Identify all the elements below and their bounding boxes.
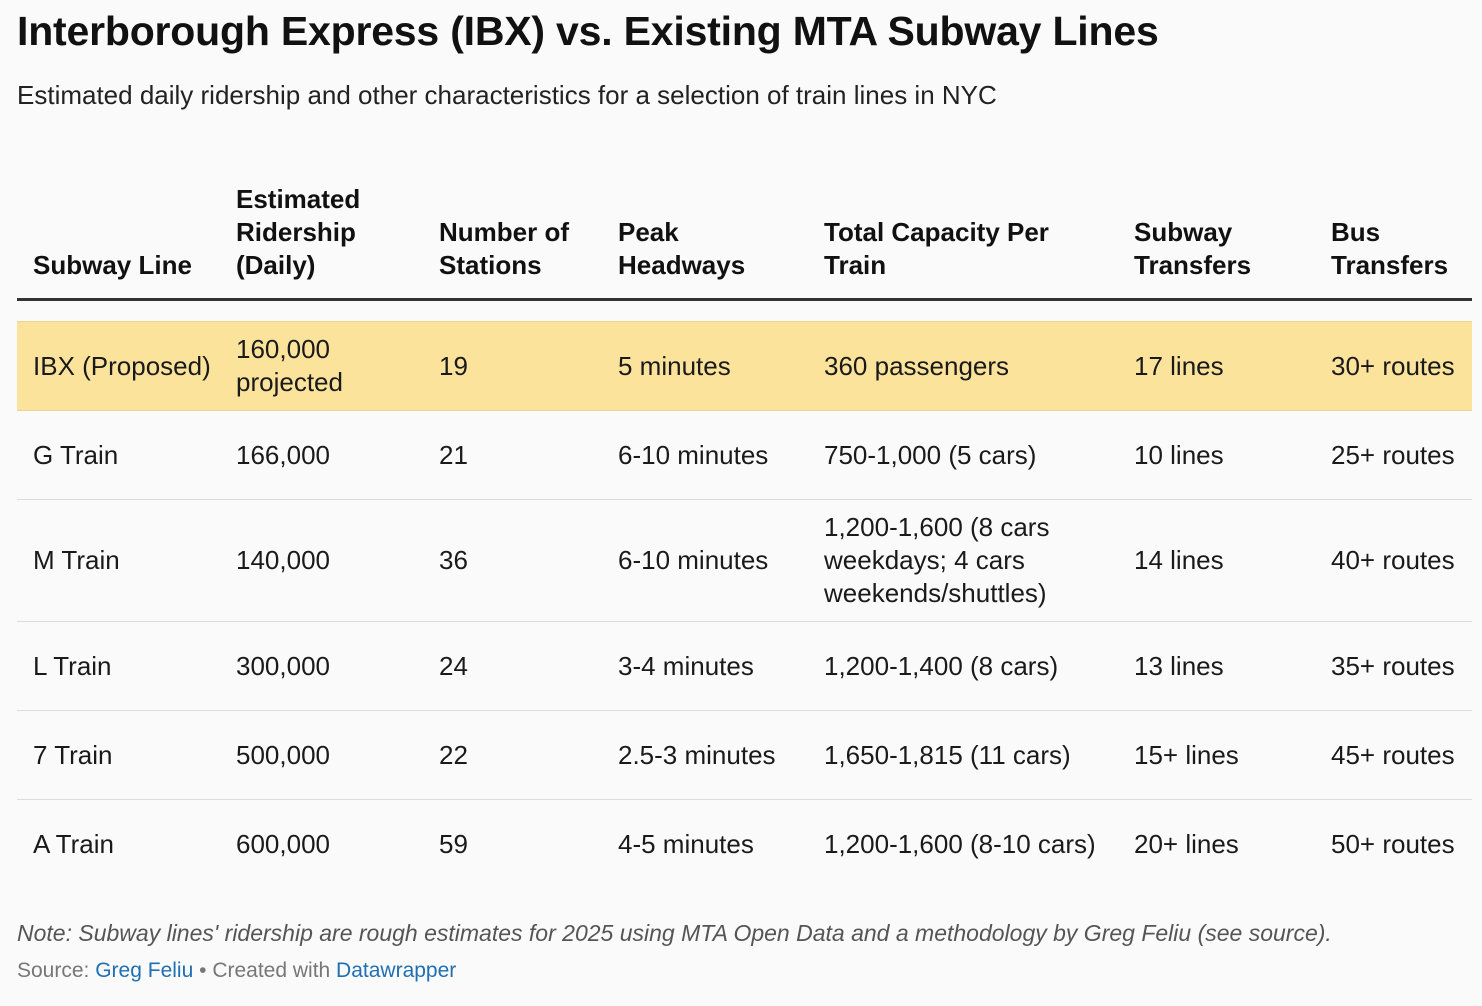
cell-subway-line: M Train [17,499,220,622]
header-stations[interactable]: Number of Stations [423,160,602,301]
source-line: Source: Greg Feliu • Created with Datawr… [17,959,456,983]
cell-capacity: 1,200-1,600 (8 cars weekdays; 4 cars wee… [808,499,1118,622]
table-row: IBX (Proposed) 160,000 projected 19 5 minut… [17,321,1472,411]
cell-peak-headways: 2.5-3 minutes [602,710,808,800]
cell-subway-line: G Train [17,410,220,500]
table-row: G Train 166,000 21 6-10 minutes 750-1,000 (5… [17,410,1472,500]
footnote: Note: Subway lines' ridership are rough … [17,920,1332,946]
cell-ridership: 140,000 [220,499,423,622]
cell-ridership: 500,000 [220,710,423,800]
cell-peak-headways: 5 minutes [602,321,808,411]
cell-subway-transfers: 17 lines [1118,321,1315,411]
source-link[interactable]: Greg Feliu [95,959,194,982]
table-row: M Train 140,000 36 6-10 minutes 1,200-1,600 … [17,499,1472,622]
cell-subway-transfers: 13 lines [1118,621,1315,711]
cell-capacity: 750-1,000 (5 cars) [808,410,1118,500]
cell-subway-line: A Train [33,828,114,859]
source-label: Source: [17,959,90,982]
cell-ridership: 300,000 [220,621,423,711]
separator: • [199,959,207,982]
datawrapper-link[interactable]: Datawrapper [336,959,457,982]
table-row: A Train 600,000 59 4-5 minutes 1,200-1,600 (… [17,800,1472,889]
cell-capacity: 1,650-1,815 (11 cars) [808,710,1118,800]
cell-bus-transfers: 50+ routes [1331,828,1455,859]
cell-stations: 36 [423,499,602,622]
table-row: 7 Train 500,000 22 2.5-3 minutes 1,650-1,815… [17,710,1472,800]
cell-stations: 24 [423,621,602,711]
cell-bus-transfers: 25+ routes [1315,410,1472,500]
cell-subway-transfers: 10 lines [1118,410,1315,500]
comparison-table: Subway Line Estimated Ridership (Daily) … [17,160,1472,888]
created-with-label: Created with [212,959,331,982]
header-bus-transfers[interactable]: Bus Transfers [1315,160,1472,301]
header-subway-line[interactable]: Subway Line [17,160,220,301]
cell-stations: 21 [423,410,602,500]
header-ridership[interactable]: Estimated Ridership (Daily) [220,160,423,301]
table-body: IBX (Proposed) 160,000 projected 19 5 minut… [17,300,1472,889]
cell-capacity: 1,200-1,600 (8-10 cars) [824,828,1096,859]
cell-stations: 59 [439,828,468,859]
cell-bus-transfers: 30+ routes [1315,321,1472,411]
chart-subtitle: Estimated daily ridership and other char… [17,80,997,110]
cell-stations: 19 [423,321,602,411]
cell-subway-transfers: 14 lines [1118,499,1315,622]
cell-peak-headways: 6-10 minutes [602,499,808,622]
cell-ridership: 160,000 projected [220,321,423,411]
chart-title: Interborough Express (IBX) vs. Existing … [17,8,1159,54]
cell-capacity: 1,200-1,400 (8 cars) [808,621,1118,711]
table-row: L Train 300,000 24 3-4 minutes 1,200-1,400 (… [17,621,1472,711]
header-subway-transfers[interactable]: Subway Transfers [1118,160,1315,301]
cell-peak-headways: 4-5 minutes [618,828,754,859]
cell-subway-transfers: 20+ lines [1134,828,1239,859]
cell-ridership: 600,000 [236,828,330,859]
cell-bus-transfers: 40+ routes [1315,499,1472,622]
cell-subway-line: 7 Train [17,710,220,800]
cell-subway-line: L Train [17,621,220,711]
cell-capacity: 360 passengers [808,321,1118,411]
header-peak-headways[interactable]: Peak Headways [602,160,808,301]
table-header-row: Subway Line Estimated Ridership (Daily) … [17,160,1472,301]
cell-peak-headways: 6-10 minutes [602,410,808,500]
cell-peak-headways: 3-4 minutes [602,621,808,711]
cell-stations: 22 [423,710,602,800]
cell-subway-line: IBX (Proposed) [17,321,220,411]
cell-ridership: 166,000 [220,410,423,500]
cell-bus-transfers: 45+ routes [1315,710,1472,800]
cell-subway-transfers: 15+ lines [1118,710,1315,800]
header-capacity[interactable]: Total Capacity Per Train [808,160,1118,301]
cell-bus-transfers: 35+ routes [1315,621,1472,711]
